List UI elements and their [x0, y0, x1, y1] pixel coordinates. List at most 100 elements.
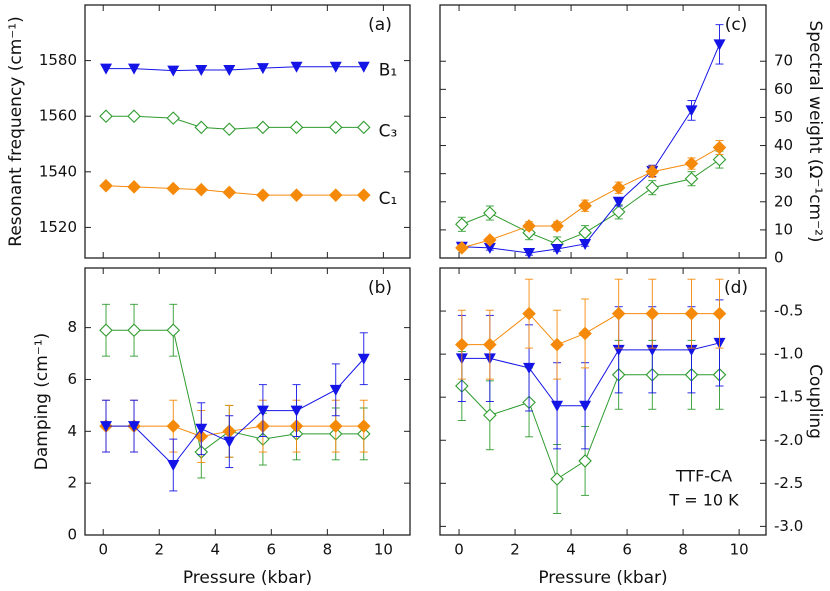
marker — [127, 180, 141, 194]
series-line — [106, 329, 364, 453]
marker — [578, 198, 592, 213]
series — [99, 303, 371, 479]
marker — [579, 400, 592, 412]
marker — [356, 419, 371, 433]
series-line — [461, 159, 720, 245]
y-tick-label: 50 — [774, 108, 793, 126]
marker — [684, 156, 699, 171]
series — [455, 140, 727, 255]
annotation: TTF-CA — [675, 467, 732, 486]
marker — [289, 188, 304, 202]
marker — [483, 408, 497, 423]
marker — [483, 242, 496, 254]
marker — [550, 472, 564, 486]
x-tick-label: 10 — [374, 541, 393, 559]
x-axis-label: Pressure (kbar) — [183, 568, 312, 588]
marker — [256, 120, 270, 135]
marker — [128, 421, 141, 433]
series-label: B₁ — [379, 61, 397, 81]
y-tick-label: 1560 — [39, 107, 77, 125]
y-axis-label: Coupling — [805, 364, 825, 439]
marker — [684, 306, 699, 321]
y-tick-label: 4 — [67, 422, 77, 440]
panel-label: (b) — [368, 278, 392, 298]
marker — [194, 120, 209, 135]
marker — [328, 419, 343, 433]
y-tick-label: -1.0 — [774, 345, 803, 363]
marker — [455, 241, 469, 255]
series-line — [105, 185, 364, 196]
series — [455, 150, 727, 252]
y-tick-label: 2 — [67, 474, 77, 492]
marker — [523, 247, 536, 259]
marker — [579, 238, 592, 250]
marker — [522, 306, 536, 321]
marker — [99, 323, 113, 337]
x-tick-label: 0 — [98, 541, 108, 559]
marker — [166, 181, 181, 196]
marker — [712, 152, 727, 167]
y-axis-label: Spectral weight (Ω⁻¹cm⁻²) — [805, 20, 825, 242]
marker — [256, 188, 270, 202]
marker — [611, 205, 626, 219]
marker — [223, 436, 236, 448]
marker — [578, 454, 592, 468]
marker — [645, 164, 660, 179]
series — [455, 24, 726, 259]
y-tick-label: 20 — [774, 192, 793, 210]
marker — [195, 423, 208, 435]
plot-frame — [84, 267, 411, 536]
series: C₁ — [99, 178, 397, 209]
panel-label: (a) — [368, 15, 392, 35]
x-tick-label: 4 — [211, 541, 221, 559]
y-tick-label: 6 — [67, 370, 77, 388]
marker — [522, 219, 536, 233]
x-tick-label: 6 — [267, 541, 277, 559]
marker — [289, 120, 304, 135]
marker — [685, 344, 698, 356]
x-tick-label: 8 — [323, 541, 333, 559]
y-tick-label: -3.0 — [774, 517, 803, 535]
y-tick-label: -2.0 — [774, 431, 803, 449]
marker — [329, 61, 342, 73]
marker — [357, 353, 370, 365]
x-axis-label: Pressure (kbar) — [538, 568, 667, 588]
marker — [356, 188, 371, 202]
marker — [685, 105, 698, 117]
series-line — [106, 115, 364, 130]
marker — [329, 384, 342, 396]
series — [455, 339, 727, 514]
marker — [712, 140, 727, 155]
marker — [483, 233, 497, 247]
annotation: T = 10 K — [668, 491, 739, 510]
marker — [357, 61, 370, 73]
marker — [523, 362, 536, 374]
marker — [611, 180, 626, 195]
marker — [194, 182, 209, 197]
series-line — [461, 374, 720, 480]
marker — [127, 323, 141, 337]
marker — [166, 419, 181, 433]
y-tick-label: 70 — [774, 52, 793, 70]
marker — [550, 219, 564, 233]
marker — [290, 405, 303, 417]
marker — [356, 120, 371, 135]
marker — [612, 344, 625, 356]
y-tick-label: 8 — [67, 318, 77, 336]
marker — [256, 63, 269, 75]
series-line — [106, 358, 365, 466]
marker — [100, 421, 113, 433]
y-tick-label: 1540 — [39, 162, 77, 180]
marker — [99, 178, 113, 193]
marker — [167, 65, 180, 77]
series-label: C₃ — [379, 121, 398, 141]
marker — [578, 225, 592, 240]
marker — [646, 344, 659, 356]
x-tick-label: 2 — [510, 541, 520, 559]
series — [100, 332, 370, 492]
x-tick-label: 2 — [154, 541, 164, 559]
marker — [483, 206, 497, 220]
marker — [684, 171, 699, 186]
series — [99, 399, 371, 463]
plot-frame — [84, 4, 411, 259]
